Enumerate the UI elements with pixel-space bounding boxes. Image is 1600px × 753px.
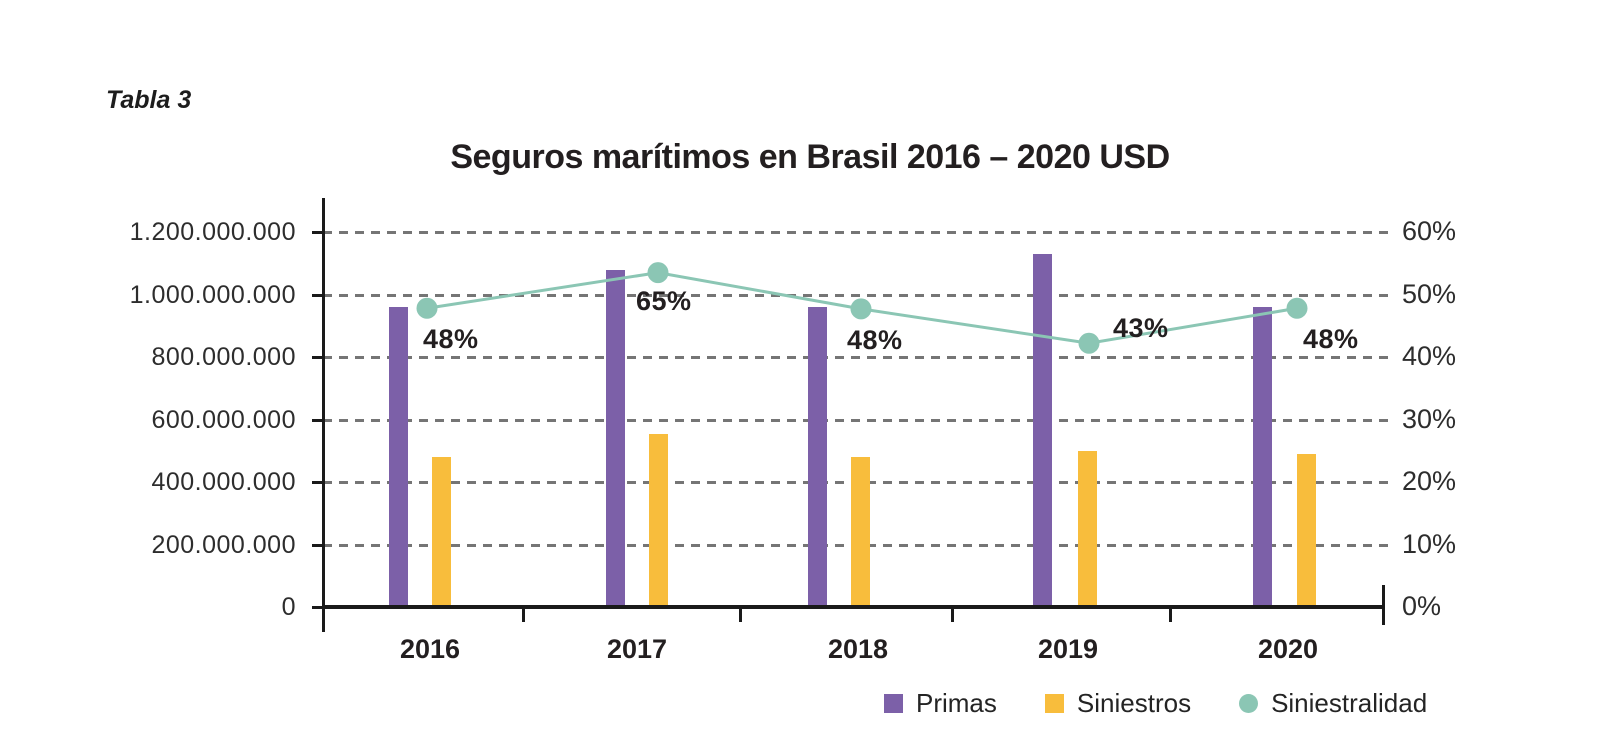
legend-label: Siniestros <box>1076 688 1192 718</box>
primas-swatch-icon <box>884 694 903 713</box>
siniestros-swatch-icon <box>1044 694 1064 713</box>
x-axis-tick <box>739 607 742 622</box>
siniestros-bar <box>432 457 451 608</box>
line-point <box>1078 332 1100 354</box>
gridline <box>323 231 1391 234</box>
x-category-label: 2018 <box>827 634 889 664</box>
left-axis-label: 600.000.000 <box>151 405 296 434</box>
line-point <box>850 298 872 320</box>
gridline <box>323 356 1391 359</box>
left-axis-label: 200.000.000 <box>151 530 296 559</box>
y-axis-line <box>322 198 325 632</box>
x-axis-tick <box>522 607 525 622</box>
primas-bar <box>1253 307 1272 608</box>
left-axis-tick <box>312 606 325 609</box>
siniestralidad-value-label: 43% <box>1113 313 1169 344</box>
siniestralidad-value-label: 65% <box>636 285 692 316</box>
left-axis-tick <box>312 356 325 359</box>
siniestralidad-dot-icon <box>1239 694 1259 713</box>
x-axis-end-tick <box>1382 585 1385 625</box>
left-axis-tick <box>312 231 325 234</box>
x-axis-tick <box>951 607 954 622</box>
line-point <box>416 297 438 319</box>
chart-legend: Primas Siniestros Siniestralidad <box>884 688 1427 719</box>
legend-item-siniestralidad: Siniestralidad <box>1239 688 1427 719</box>
right-axis-label: 10% <box>1402 528 1457 559</box>
primas-bar <box>1033 253 1052 608</box>
x-axis-line <box>322 605 1385 609</box>
left-axis-tick <box>312 418 325 422</box>
left-axis-label: 400.000.000 <box>151 468 296 496</box>
primas-bar <box>808 307 827 608</box>
siniestros-bar <box>1078 450 1097 608</box>
siniestralidad-value-label: 48% <box>423 324 479 355</box>
left-axis-tick <box>312 543 325 547</box>
siniestros-bar <box>851 457 870 608</box>
left-axis-tick <box>312 481 325 484</box>
legend-item-siniestros: Siniestros <box>1044 688 1192 719</box>
left-axis-tick <box>312 293 325 297</box>
right-axis-label: 50% <box>1402 278 1457 309</box>
x-axis-tick <box>1169 607 1172 622</box>
x-category-label: 2017 <box>606 634 668 664</box>
right-axis-label: 0% <box>1402 591 1442 621</box>
primas-bar <box>606 269 625 608</box>
line-point <box>1286 297 1308 319</box>
right-axis-label: 30% <box>1402 403 1457 434</box>
right-axis-label: 40% <box>1402 341 1457 371</box>
siniestralidad-value-label: 48% <box>1303 324 1359 355</box>
x-category-label: 2020 <box>1257 634 1319 664</box>
line-point <box>647 262 669 284</box>
left-axis-label: 1.000.000.000 <box>129 280 296 309</box>
left-axis-label: 1.200.000.000 <box>129 218 296 246</box>
siniestros-bar <box>1297 453 1316 608</box>
legend-label: Primas <box>916 688 997 718</box>
siniestralidad-value-label: 48% <box>847 324 903 355</box>
chart-title: Seguros marítimos en Brasil 2016 – 2020 … <box>450 138 1170 176</box>
primas-bar <box>389 307 408 608</box>
right-axis-label: 20% <box>1402 466 1457 496</box>
legend-item-primas: Primas <box>884 688 997 719</box>
gridline <box>323 293 1391 297</box>
siniestros-bar <box>649 433 668 608</box>
x-category-label: 2016 <box>399 634 461 664</box>
table-caption: Tabla 3 <box>106 86 192 114</box>
gridline <box>323 418 1391 422</box>
x-category-label: 2019 <box>1037 634 1099 664</box>
left-axis-label: 0 <box>281 593 296 621</box>
legend-label: Siniestralidad <box>1271 688 1428 718</box>
right-axis-label: 60% <box>1402 216 1457 246</box>
left-axis-label: 800.000.000 <box>151 343 296 371</box>
